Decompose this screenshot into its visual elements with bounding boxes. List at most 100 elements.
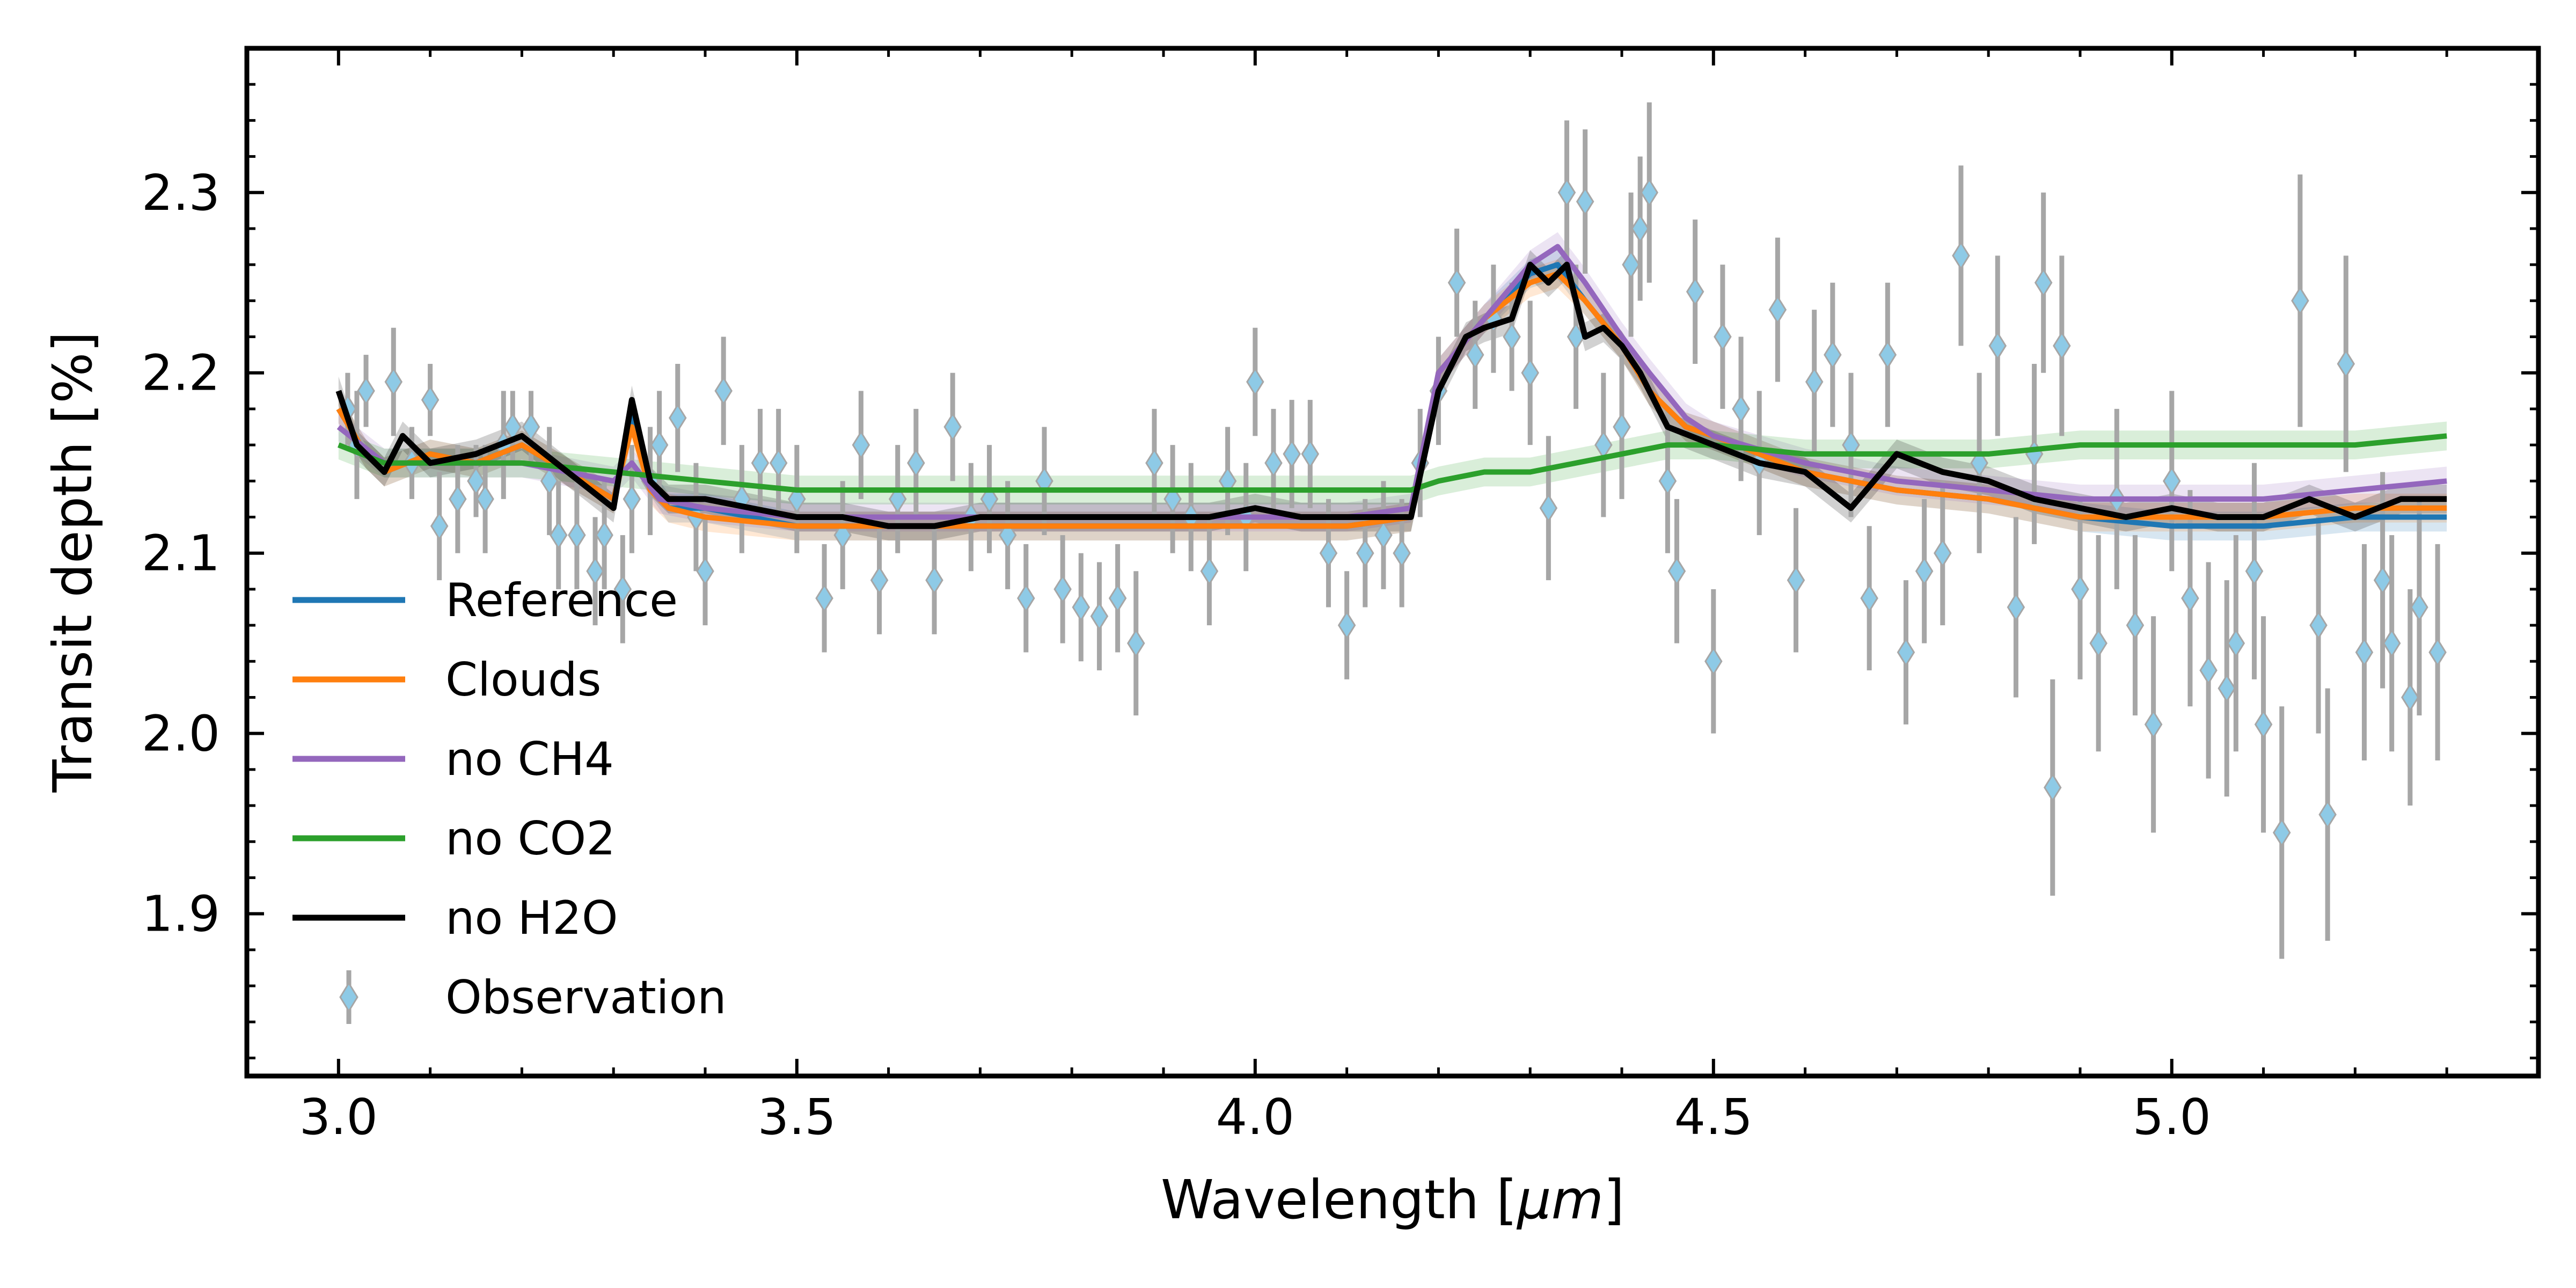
observation-point bbox=[1521, 301, 1539, 445]
observation-marker bbox=[1145, 448, 1163, 478]
observation-point bbox=[1934, 481, 1952, 626]
observation-marker bbox=[1539, 493, 1558, 523]
observation-marker bbox=[1714, 322, 1732, 352]
observation-marker bbox=[549, 521, 568, 550]
band-no-co2 bbox=[338, 421, 2447, 504]
observation-marker bbox=[668, 403, 687, 433]
axis-tick-labels: 3.0 3.5 4.0 4.5 5.0 1.9 2.0 2.1 2.2 2.3 bbox=[142, 164, 2211, 1146]
observation-marker bbox=[907, 448, 925, 478]
legend-entry: Clouds bbox=[292, 653, 601, 707]
band-clouds bbox=[338, 259, 2447, 541]
legend-label: no H2O bbox=[445, 891, 618, 945]
observation-point bbox=[1878, 282, 1897, 427]
legend-label: no CH4 bbox=[445, 733, 614, 786]
observation-marker bbox=[2007, 592, 2025, 622]
observation-point bbox=[907, 408, 925, 517]
observation-marker bbox=[1374, 521, 1393, 550]
observation-marker bbox=[1576, 187, 1594, 216]
chart-legend: Reference Clouds no CH4 no CO2 no H2O Observa… bbox=[292, 574, 727, 1024]
observation-point bbox=[1072, 553, 1091, 662]
observation-marker bbox=[1557, 178, 1576, 207]
observation-point bbox=[1576, 129, 1594, 274]
observation-point bbox=[714, 336, 733, 445]
observation-point bbox=[1337, 571, 1356, 679]
observation-marker bbox=[1613, 412, 1631, 442]
observation-marker bbox=[2254, 710, 2273, 739]
legend-entry: Observation bbox=[339, 970, 727, 1024]
observation-marker bbox=[568, 521, 586, 550]
observation-point bbox=[2309, 517, 2328, 734]
model-series-lines bbox=[335, 244, 2447, 529]
observation-marker bbox=[1466, 340, 1484, 369]
observation-point bbox=[1805, 310, 1824, 454]
observation-marker bbox=[1860, 583, 1878, 613]
series-line-no-h2o bbox=[335, 261, 2447, 529]
observation-point bbox=[1622, 192, 1640, 337]
observation-marker bbox=[1897, 638, 1915, 667]
y-tick-label: 2.3 bbox=[142, 164, 220, 222]
observation-marker bbox=[1686, 277, 1704, 306]
axis-ticks bbox=[245, 47, 2540, 1076]
band-no-h2o bbox=[338, 250, 2447, 541]
observation-marker bbox=[2373, 566, 2392, 595]
legend-marker-swatch bbox=[339, 982, 358, 1013]
observation-marker bbox=[1768, 295, 1787, 324]
observation-point bbox=[2318, 688, 2337, 941]
observation-point bbox=[769, 408, 788, 517]
observation-marker bbox=[2144, 710, 2163, 739]
observation-point bbox=[2382, 535, 2401, 752]
observation-marker bbox=[1108, 583, 1127, 613]
observation-point bbox=[1594, 372, 1613, 517]
observation-point bbox=[2254, 616, 2273, 833]
observation-point bbox=[1503, 282, 1521, 391]
observation-marker bbox=[870, 566, 889, 595]
observation-marker bbox=[467, 466, 485, 496]
observation-marker bbox=[2291, 286, 2309, 316]
legend-label: Clouds bbox=[445, 653, 601, 707]
observation-point bbox=[1714, 265, 1732, 409]
observation-marker bbox=[925, 566, 943, 595]
observation-marker bbox=[623, 485, 641, 514]
observation-point bbox=[1108, 544, 1127, 653]
x-tick-label: 4.0 bbox=[1216, 1088, 1294, 1146]
observation-point bbox=[1246, 327, 1264, 436]
observation-marker bbox=[595, 521, 613, 550]
observation-marker bbox=[1072, 592, 1091, 622]
observation-point bbox=[943, 372, 962, 481]
x-axis-label: Wavelength [μm] bbox=[1161, 1168, 1624, 1231]
observation-marker bbox=[751, 448, 770, 478]
observation-point bbox=[1658, 408, 1677, 553]
observation-marker bbox=[815, 583, 833, 613]
observation-point bbox=[613, 535, 632, 643]
legend-label: Observation bbox=[445, 971, 727, 1024]
observation-marker bbox=[2428, 638, 2447, 667]
observation-point bbox=[1952, 165, 1970, 346]
observation-marker bbox=[1521, 358, 1539, 387]
observation-marker bbox=[943, 412, 962, 442]
observation-point bbox=[1988, 255, 2007, 436]
observation-marker bbox=[1878, 340, 1897, 369]
observation-point bbox=[925, 526, 943, 634]
observation-marker bbox=[2181, 583, 2199, 613]
legend-entry: no H2O bbox=[292, 891, 618, 945]
legend-entry: no CO2 bbox=[292, 812, 616, 866]
observation-point bbox=[2291, 174, 2309, 427]
observation-point bbox=[1704, 589, 1723, 734]
series-line-no-co2 bbox=[337, 433, 2447, 493]
observation-marker bbox=[769, 448, 788, 478]
observation-point bbox=[2272, 706, 2291, 959]
observation-marker bbox=[2126, 611, 2145, 640]
observation-marker bbox=[2410, 592, 2428, 622]
observation-point bbox=[751, 408, 770, 517]
observation-marker bbox=[1915, 557, 1934, 586]
observation-marker bbox=[1017, 583, 1035, 613]
observation-marker bbox=[696, 557, 714, 586]
observation-marker bbox=[613, 575, 632, 604]
observation-marker bbox=[2382, 628, 2401, 658]
observation-point bbox=[1374, 481, 1393, 589]
observation-point bbox=[1631, 156, 1649, 301]
observation-marker bbox=[1447, 268, 1466, 297]
observation-point bbox=[815, 544, 833, 653]
observation-point bbox=[1824, 282, 1842, 427]
